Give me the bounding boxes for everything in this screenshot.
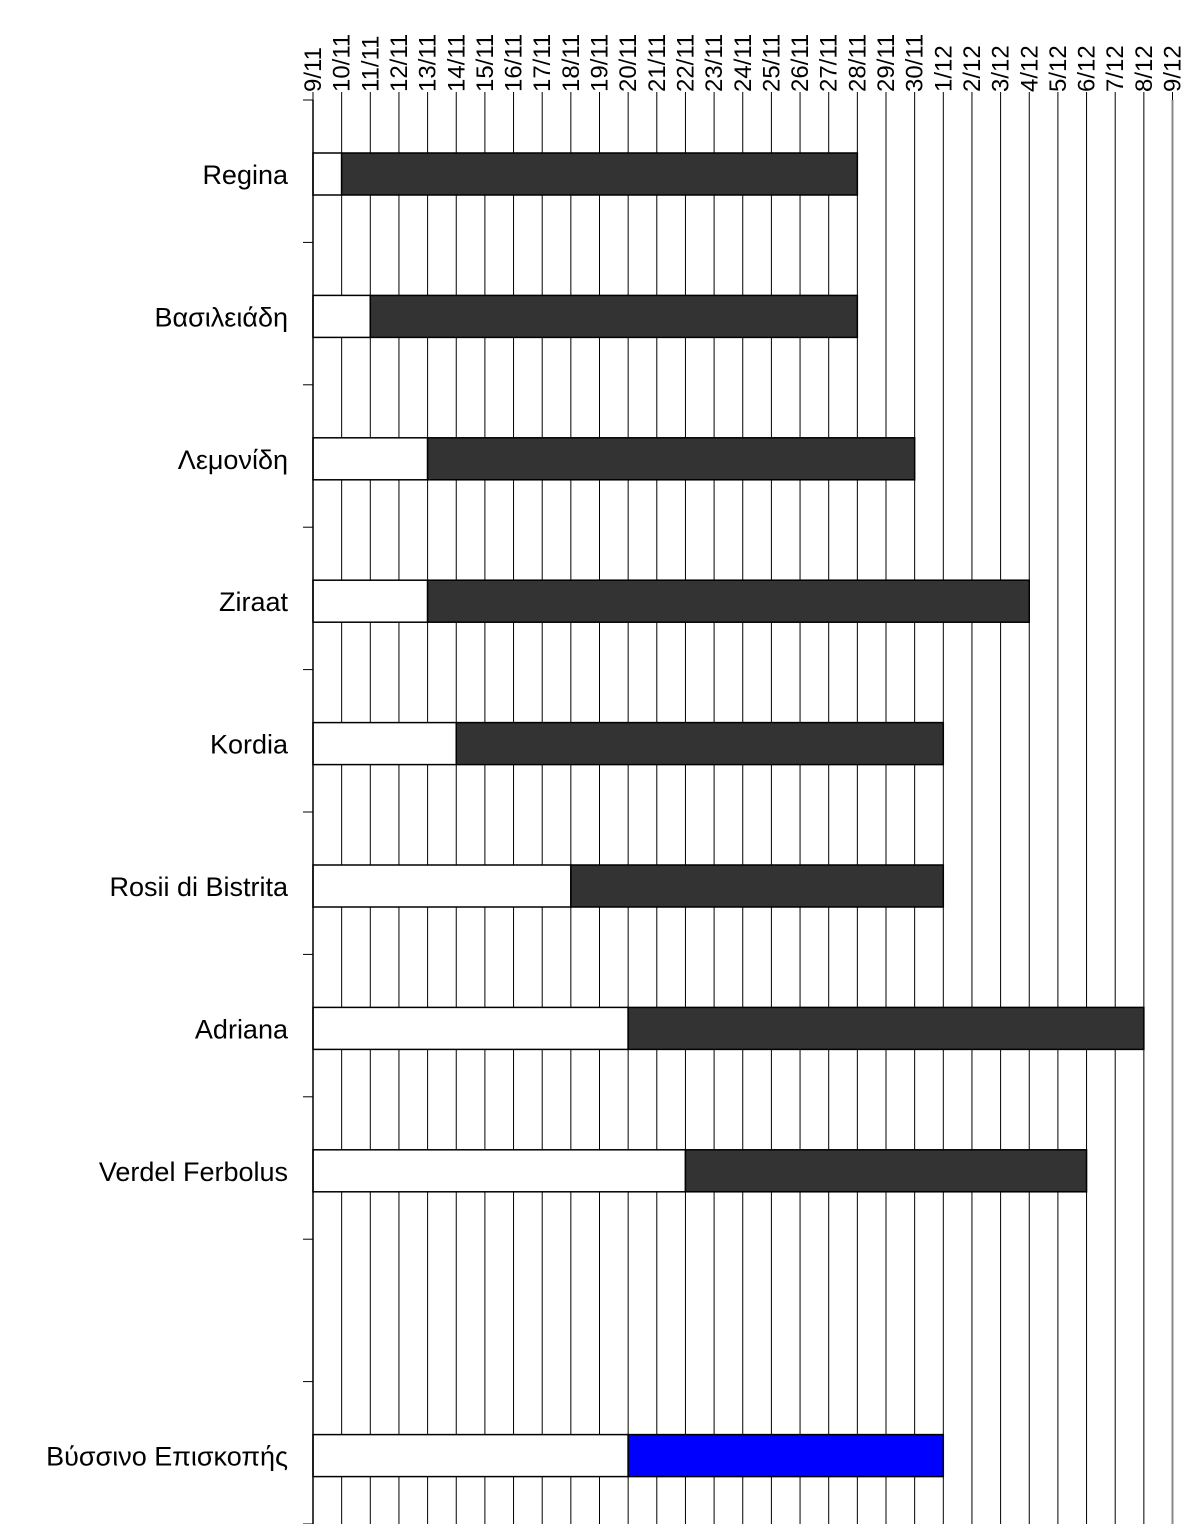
x-tick-label: 27/11 [816, 34, 843, 92]
x-tick-label: 26/11 [787, 34, 814, 92]
duration-bar [369, 294, 859, 339]
duration-bar [627, 1433, 945, 1478]
x-tick-label: 25/11 [758, 34, 785, 92]
offset-bar [312, 1433, 629, 1478]
x-tick-label: 15/11 [472, 34, 499, 92]
duration-bar [684, 1149, 1088, 1193]
category-label: Rosii di Bistrita [109, 872, 289, 902]
duration-bar [627, 1006, 1145, 1051]
bar-layer [312, 152, 1145, 1478]
x-tick-label: 28/11 [844, 34, 871, 92]
duration-bar [570, 864, 945, 908]
duration-bar [455, 721, 945, 766]
x-tick-label: 9/12 [1160, 45, 1187, 92]
x-tick-label: 23/11 [701, 34, 728, 92]
x-tick-label: 22/11 [672, 34, 699, 92]
category-label: Regina [202, 160, 289, 190]
x-tick-label: 12/11 [386, 34, 413, 92]
duration-bar [426, 579, 1031, 623]
x-tick-label: 30/11 [902, 34, 929, 92]
x-tick-label: 11/11 [357, 36, 384, 93]
category-label: Βασιλειάδη [155, 302, 288, 332]
offset-bar [312, 721, 457, 766]
duration-bar [340, 152, 859, 196]
x-tick-label: 5/12 [1045, 45, 1072, 92]
x-tick-label: 10/11 [329, 34, 356, 92]
x-tick-label: 19/11 [587, 34, 614, 92]
label-layer: 9/11 10/11 11/11 12/11 13/11 14/11 15/11 16/11 1… [46, 34, 1186, 1472]
x-tick-label: 6/12 [1074, 45, 1101, 92]
offset-bar [312, 1006, 629, 1051]
x-tick-label: 7/12 [1102, 45, 1129, 92]
x-tick-label: 1/12 [930, 45, 957, 92]
category-label: Kordia [210, 730, 289, 760]
category-label: Λεμονίδη [178, 445, 288, 475]
category-label: Ziraat [219, 587, 289, 617]
x-tick-label: 2/12 [959, 45, 986, 92]
offset-bar [312, 152, 343, 196]
x-tick-label: 17/11 [529, 34, 556, 92]
x-tick-label: 9/11 [300, 47, 327, 92]
x-tick-label: 20/11 [615, 34, 642, 92]
x-tick-label: 3/12 [988, 45, 1015, 92]
x-tick-label: 24/11 [730, 34, 757, 92]
x-tick-label: 14/11 [443, 34, 470, 92]
x-tick-label: 18/11 [558, 34, 585, 92]
axis-layer [303, 92, 1173, 1525]
offset-bar [312, 864, 572, 908]
category-label: Verdel Ferbolus [99, 1157, 288, 1187]
offset-bar [312, 294, 372, 339]
x-tick-label: 8/12 [1131, 45, 1158, 92]
x-tick-label: 13/11 [415, 34, 442, 92]
offset-bar [312, 1149, 687, 1193]
x-tick-label: 4/12 [1016, 45, 1043, 92]
x-tick-label: 16/11 [501, 34, 528, 92]
duration-bar [426, 437, 916, 481]
category-label: Βύσσινο Επισκοπής [46, 1442, 288, 1472]
x-tick-label: 21/11 [644, 34, 671, 92]
offset-bar [312, 579, 429, 623]
x-tick-label: 29/11 [873, 34, 900, 92]
offset-bar [312, 437, 429, 481]
category-label: Adriana [195, 1014, 289, 1044]
